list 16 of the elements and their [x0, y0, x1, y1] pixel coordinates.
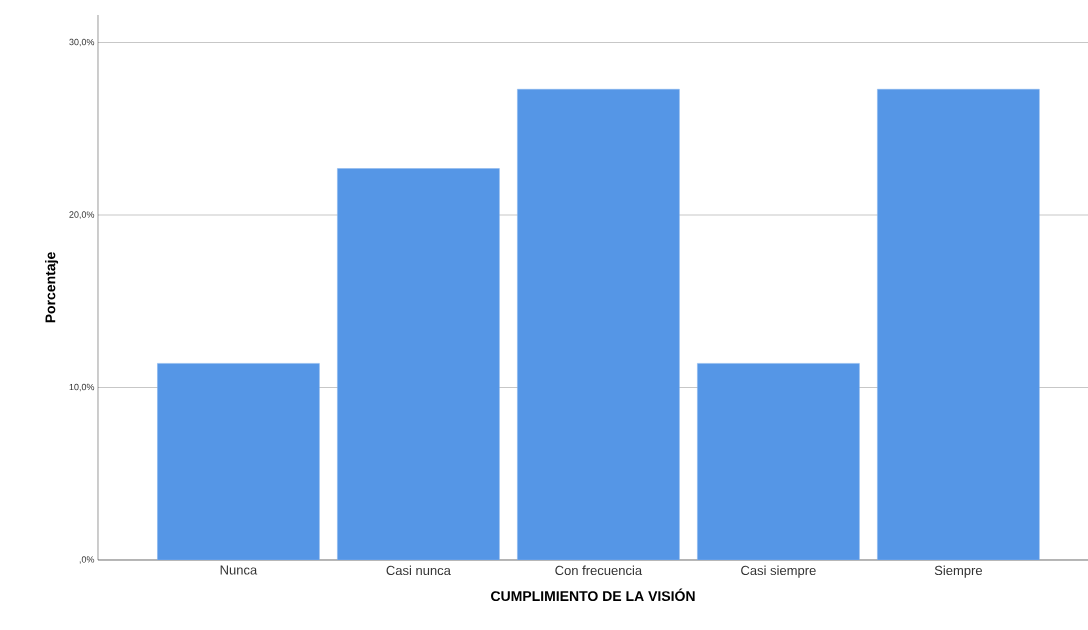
y-tick-label: 30,0% — [69, 38, 95, 47]
y-tick-label: ,0% — [79, 556, 95, 564]
bar — [157, 363, 320, 560]
x-tick-label: Con frecuencia — [555, 565, 643, 576]
x-tick-label: Casi nunca — [386, 565, 451, 576]
bar — [697, 363, 860, 560]
x-axis-title: CUMPLIMIENTO DE LA VISIÓN — [491, 588, 695, 602]
bar — [517, 88, 680, 560]
y-tick-label: 20,0% — [69, 211, 95, 219]
bar — [877, 88, 1040, 560]
x-tick-label: Casi siempre — [741, 565, 816, 578]
bar — [337, 168, 500, 560]
y-axis-title: Porcentaje — [45, 252, 59, 323]
y-tick-label: 10,0% — [69, 383, 95, 392]
x-tick-label: Siempre — [934, 565, 983, 578]
x-tick-label: Nunca — [220, 565, 258, 575]
